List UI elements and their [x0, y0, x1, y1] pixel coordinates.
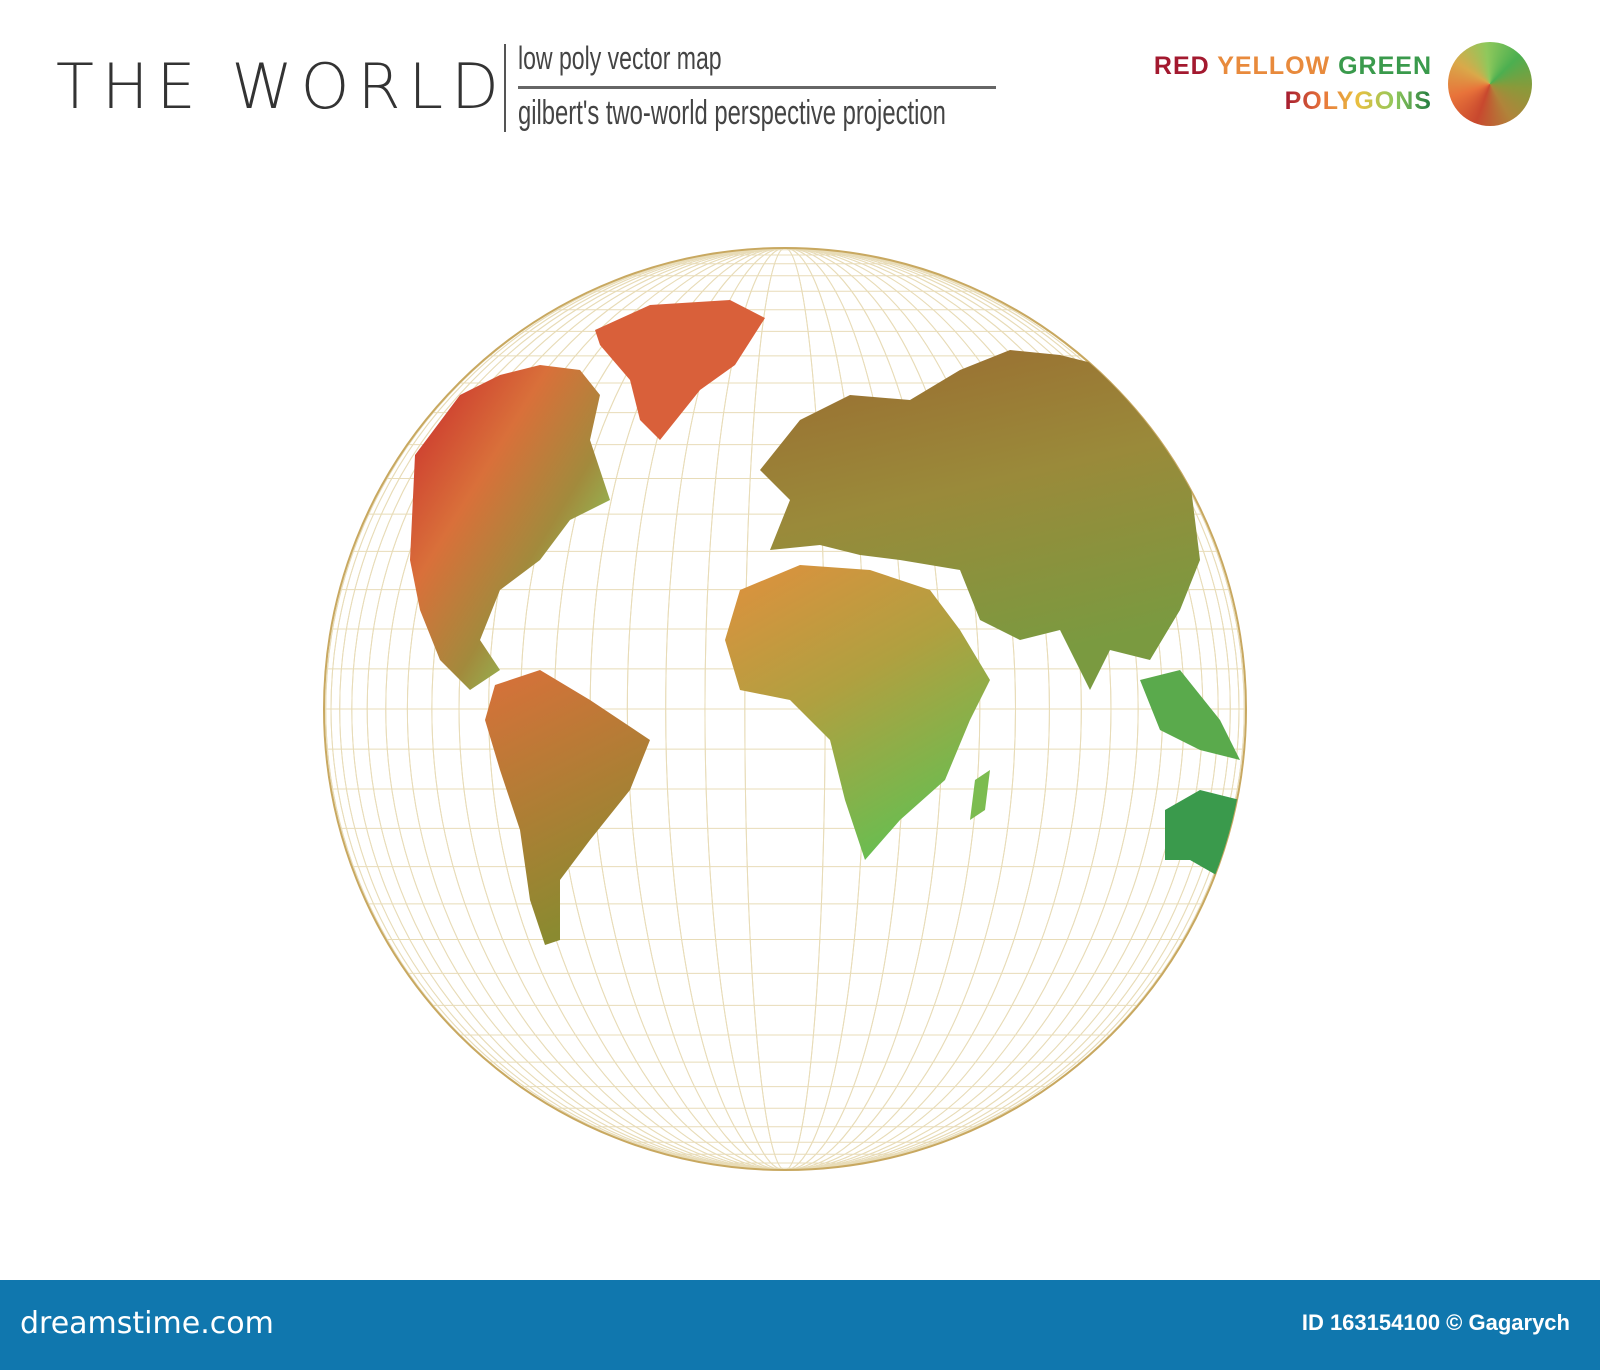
- continent-south-america: [485, 670, 650, 945]
- color-legend: RED YELLOW GREEN: [1154, 52, 1432, 81]
- footer-bar: dreamstime.com ID 163154100 © Gagarych: [0, 1280, 1600, 1370]
- continent-africa: [725, 565, 990, 860]
- continent-madagascar: [970, 770, 990, 820]
- page-title: THE WORLD: [56, 50, 507, 123]
- image-credit: ID 163154100 © Gagarych: [1301, 1310, 1570, 1335]
- world-map: [323, 247, 1247, 1171]
- legend-polygons: POLYGONS: [1284, 87, 1432, 115]
- globe-outline: [323, 247, 1247, 1171]
- legend-green: GREEN: [1338, 52, 1432, 80]
- projection-name: gilbert's two-world perspective projecti…: [518, 94, 946, 132]
- continent-north-america: [410, 365, 610, 690]
- continent-southeast-asia: [1140, 670, 1240, 760]
- subtitle-divider: [518, 86, 996, 89]
- continent-greenland: [595, 300, 765, 440]
- legend-red: RED: [1153, 52, 1210, 80]
- polygon-ball-icon: [1448, 42, 1532, 126]
- continent-eurasia: [760, 350, 1200, 690]
- title-divider: [504, 44, 506, 132]
- legend-yellow: YELLOW: [1217, 52, 1331, 80]
- subtitle: low poly vector map: [518, 40, 722, 76]
- dreamstime-logo[interactable]: dreamstime.com: [20, 1306, 274, 1341]
